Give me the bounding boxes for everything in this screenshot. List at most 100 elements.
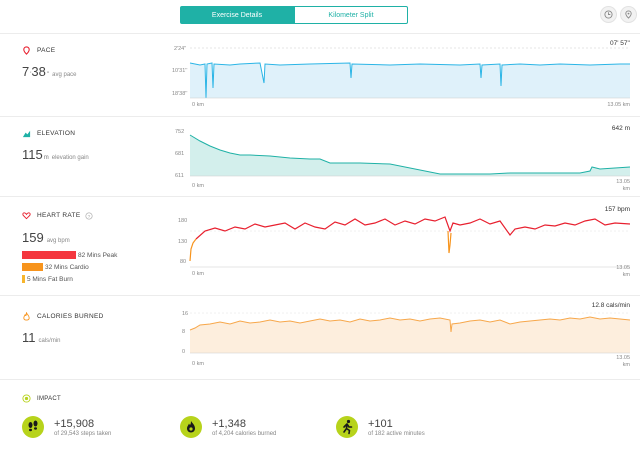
impact-steps-text: +15,908 of 29,543 steps taken [54, 418, 111, 437]
zone-peak-bar [22, 251, 76, 259]
heart-rate-chart: 180 130 80 157 bpm 0 km 13.05 km [160, 201, 632, 291]
calories-y-tick-top: 16 [182, 311, 188, 317]
pace-minutes-unit: ' [30, 72, 32, 78]
elevation-y-tick-top: 752 [175, 129, 184, 135]
pace-minutes: 7 [22, 64, 30, 79]
heart-rate-suffix: avg bpm [46, 238, 70, 244]
pace-x-start: 0 km [192, 102, 204, 108]
impact-steps-value: +15,908 [54, 417, 95, 430]
pace-y-tick-mid: 10'31'' [172, 68, 187, 74]
impact-steps: +15,908 of 29,543 steps taken [22, 416, 111, 438]
clock-button[interactable] [600, 6, 617, 23]
pace-max-label: 07' 57'' [610, 40, 630, 47]
pace-y-tick-top: 2'24'' [174, 46, 186, 52]
calories-chart: 16 8 0 12.8 cals/min 0 km 13.05 km [160, 298, 632, 378]
heart-rate-value: 159 avg bpm [22, 230, 70, 245]
impact-active-text: +101 of 182 active minutes [368, 418, 425, 437]
heart-rate-header: HEART RATE ? [22, 211, 99, 220]
mountain-icon [22, 130, 31, 138]
impact-calories-sub: of 4,204 calories burned [212, 430, 277, 437]
zone-cardio: 32 Mins Cardio [22, 263, 89, 271]
calories-x-end-unit: km [623, 362, 631, 368]
elevation-chart: 752 681 611 642 m 0 km 13.05 km [160, 121, 632, 193]
zone-fat-burn-bar [22, 275, 25, 283]
calories-header: CALORIES BURNED [22, 312, 104, 321]
zone-fat-burn: 5 Mins Fat Burn [22, 275, 73, 283]
impact-active-sub: of 182 active minutes [368, 430, 425, 437]
heart-rate-y-tick-mid: 130 [178, 239, 187, 245]
elevation-max-label: 642 m [612, 125, 630, 132]
impact-section: IMPACT +15,908 of 29,543 steps taken +1,… [0, 379, 640, 454]
svg-text:?: ? [88, 214, 91, 220]
pace-header: PACE [22, 46, 55, 55]
target-icon [22, 394, 31, 403]
pace-seconds: 38 [31, 64, 46, 79]
heart-rate-max-label: 157 bpm [605, 206, 630, 213]
heart-rate-x-end-value: 13.05 [616, 265, 630, 271]
heart-icon [22, 212, 31, 220]
heart-rate-x-end-unit: km [623, 272, 631, 278]
elevation-unit: m [43, 155, 49, 161]
elevation-section: ELEVATION 115 m elevation gain 752 681 6… [0, 116, 640, 196]
impact-header: IMPACT [22, 394, 61, 403]
impact-active-minutes: +101 of 182 active minutes [336, 416, 425, 438]
calories-max-label: 12.8 cals/min [592, 302, 631, 309]
pace-seconds-unit: '' [46, 72, 50, 78]
impact-active-value: +101 [368, 417, 393, 430]
pace-x-end: 13.05 km [607, 102, 630, 108]
impact-steps-sub: of 29,543 steps taken [54, 430, 112, 437]
elevation-label: ELEVATION [37, 130, 76, 137]
heart-rate-dip-line [447, 230, 452, 254]
calories-section: CALORIES BURNED 11 cals/min 16 8 0 12.8 … [0, 295, 640, 379]
top-bar: Exercise Details Kilometer Split [0, 0, 640, 33]
impact-calories-value: +1,348 [212, 417, 246, 430]
map-button[interactable] [620, 6, 637, 23]
elevation-x-end-unit: km [623, 186, 631, 192]
elevation-value: 115 m elevation gain [22, 147, 89, 162]
impact-label: IMPACT [37, 395, 62, 402]
pace-line [189, 62, 630, 99]
flame-icon [180, 416, 202, 438]
elevation-y-tick-mid: 681 [175, 151, 184, 157]
pace-area [190, 63, 630, 98]
calories-y-tick-low: 0 [182, 349, 185, 355]
elevation-header: ELEVATION [22, 129, 75, 138]
zone-peak: 82 Mins Peak [22, 251, 117, 259]
pace-suffix: avg pace [52, 72, 77, 78]
pace-y-tick-low: 18'38'' [172, 91, 187, 97]
pace-value: 7 ' 38 '' avg pace [22, 64, 77, 79]
view-tabs: Exercise Details Kilometer Split [180, 6, 408, 24]
elevation-x-end-value: 13.05 [616, 179, 630, 185]
runner-icon [336, 416, 358, 438]
tab-exercise-details[interactable]: Exercise Details [180, 6, 294, 24]
calories-x-end-value: 13.05 [616, 355, 630, 361]
heart-rate-y-tick-low: 80 [180, 259, 186, 265]
calories-line [189, 316, 631, 333]
elevation-line [189, 134, 631, 175]
elevation-y-tick-low: 611 [175, 173, 184, 179]
zone-cardio-bar [22, 263, 43, 271]
impact-calories-text: +1,348 of 4,204 calories burned [212, 418, 276, 437]
info-icon[interactable]: ? [85, 211, 93, 220]
elevation-x-start: 0 km [192, 183, 204, 189]
elevation-number: 115 [22, 147, 43, 162]
pace-section: PACE 7 ' 38 '' avg pace 2'24'' 10'31'' 1… [0, 33, 640, 116]
impact-calories: +1,348 of 4,204 calories burned [180, 416, 276, 438]
calories-y-tick-mid: 8 [182, 329, 185, 335]
elevation-suffix: elevation gain [51, 155, 89, 161]
tab-kilometer-split[interactable]: Kilometer Split [294, 6, 408, 24]
heart-rate-label: HEART RATE [37, 212, 81, 219]
calories-x-start: 0 km [192, 361, 204, 367]
heart-rate-line [195, 216, 631, 240]
clock-icon [604, 10, 613, 19]
zone-cardio-label: 32 Mins Cardio [45, 263, 89, 271]
calories-value: 11 cals/min [22, 330, 61, 345]
heart-rate-number: 159 [22, 230, 44, 245]
footsteps-icon [22, 416, 44, 438]
pace-label: PACE [37, 47, 56, 54]
calories-suffix: cals/min [38, 338, 61, 344]
pace-chart: 2'24'' 10'31'' 18'38'' 07' 57'' 0 km 13.… [160, 38, 632, 113]
zone-fat-burn-label: 5 Mins Fat Burn [27, 275, 73, 283]
heart-rate-section: HEART RATE ? 159 avg bpm 82 Mins Peak 32… [0, 196, 640, 295]
heart-rate-y-tick-top: 180 [178, 218, 187, 224]
